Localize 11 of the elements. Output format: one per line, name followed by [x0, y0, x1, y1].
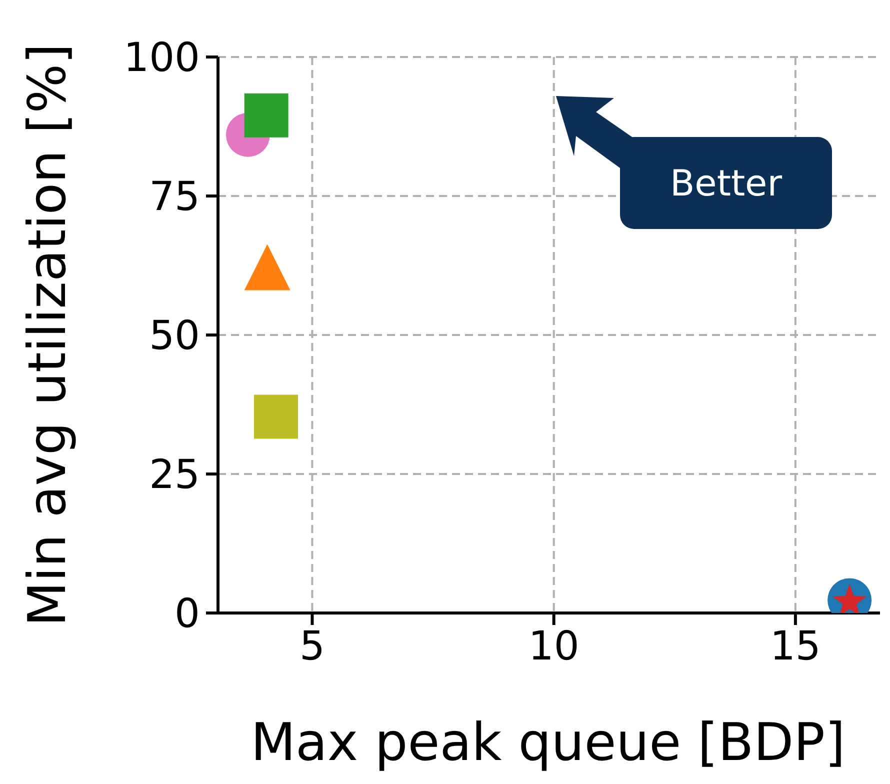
y-tick-label: 100	[124, 35, 200, 82]
x-axis-title: Max peak queue [BDP]	[250, 713, 846, 773]
x-tick-label: 10	[528, 623, 580, 670]
x-tick-label: 15	[770, 623, 821, 670]
y-tick-label: 75	[149, 174, 200, 220]
y-axis-title: Min avg utilization [%]	[18, 44, 78, 626]
y-tick-label: 25	[149, 452, 200, 498]
y-tick-label: 0	[174, 591, 200, 638]
x-tick-label: 5	[300, 623, 325, 670]
annotation: Better	[670, 164, 782, 204]
y-tick-label: 50	[149, 313, 200, 360]
